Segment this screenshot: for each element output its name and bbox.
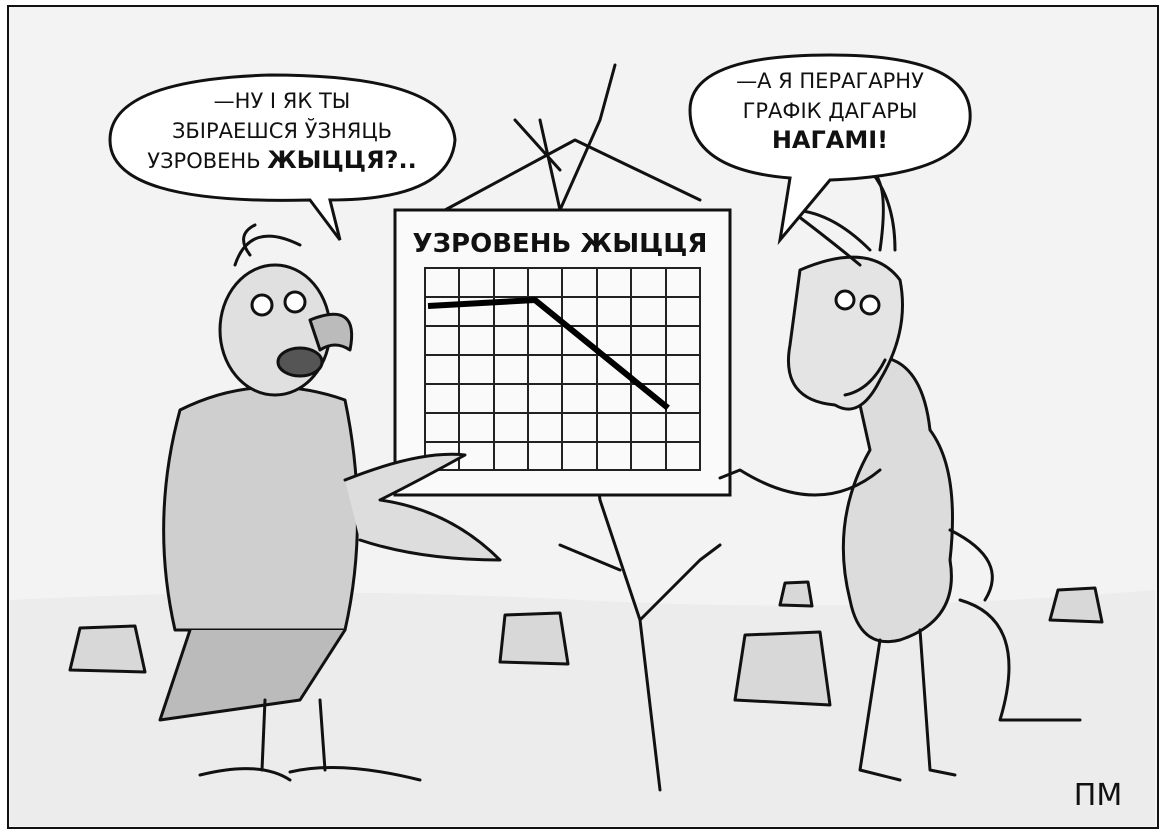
parrot	[158, 223, 502, 782]
board-title: УЗРОВЕНЬ ЖЫЦЦЯ	[413, 229, 708, 259]
speech-line: ЗБІРАЕШСЯ ЎЗНЯЦЬ	[172, 118, 392, 143]
speech-line: —А Я ПЕРАГАРНУ	[736, 69, 924, 93]
board-grid	[424, 267, 701, 471]
speech-text: —НУ І ЯК ТЫ	[214, 89, 351, 113]
speech-bubble	[108, 73, 457, 241]
speech-emphasis: НАГАМІ!	[772, 126, 888, 154]
speech-text: —А Я ПЕРАГАРНУ	[736, 69, 924, 93]
speech-text: ЗБІРАЕШСЯ ЎЗНЯЦЬ	[172, 118, 392, 143]
stumps	[68, 580, 1104, 707]
speech-line: ГРАФІК ДАГАРЫ	[743, 99, 918, 123]
signature: ПМ	[1074, 778, 1122, 813]
board-line	[427, 296, 670, 411]
speech-bubble	[688, 53, 972, 246]
board-string	[443, 138, 702, 212]
speech-line: —НУ І ЯК ТЫ	[214, 89, 351, 113]
speech-emphasis: ЖЫЦЦЯ?..	[267, 146, 416, 174]
speech-text: ГРАФІК ДАГАРЫ	[743, 99, 918, 123]
speech-text: УЗРОВЕНЬ ЖЫЦЦЯ?..	[147, 146, 416, 174]
donkey	[718, 168, 1082, 782]
speech-line: УЗРОВЕНЬ	[147, 149, 260, 173]
